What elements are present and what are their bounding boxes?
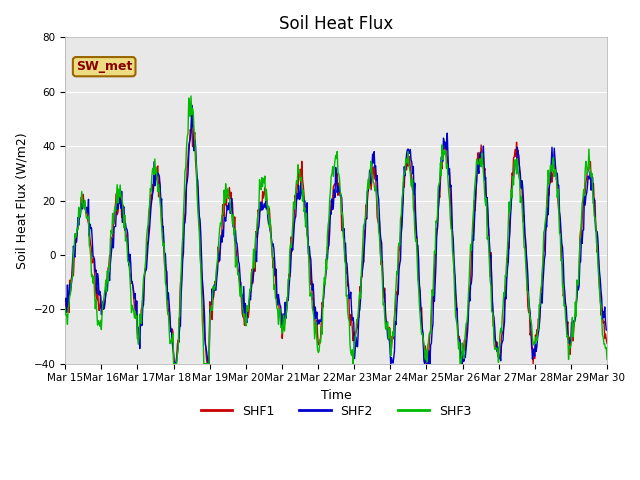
Legend: SHF1, SHF2, SHF3: SHF1, SHF2, SHF3 — [196, 400, 477, 423]
Title: Soil Heat Flux: Soil Heat Flux — [279, 15, 393, 33]
X-axis label: Time: Time — [321, 389, 351, 402]
Text: SW_met: SW_met — [76, 60, 132, 73]
Y-axis label: Soil Heat Flux (W/m2): Soil Heat Flux (W/m2) — [15, 132, 28, 269]
